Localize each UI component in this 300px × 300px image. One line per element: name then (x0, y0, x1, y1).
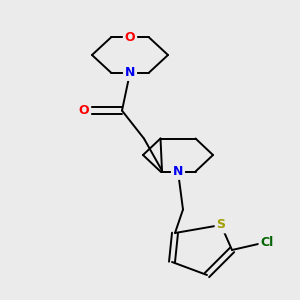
Text: O: O (125, 31, 135, 44)
Text: N: N (173, 165, 183, 178)
Text: O: O (79, 104, 89, 117)
Text: Cl: Cl (260, 236, 274, 248)
Text: S: S (217, 218, 226, 232)
Text: N: N (125, 66, 135, 79)
